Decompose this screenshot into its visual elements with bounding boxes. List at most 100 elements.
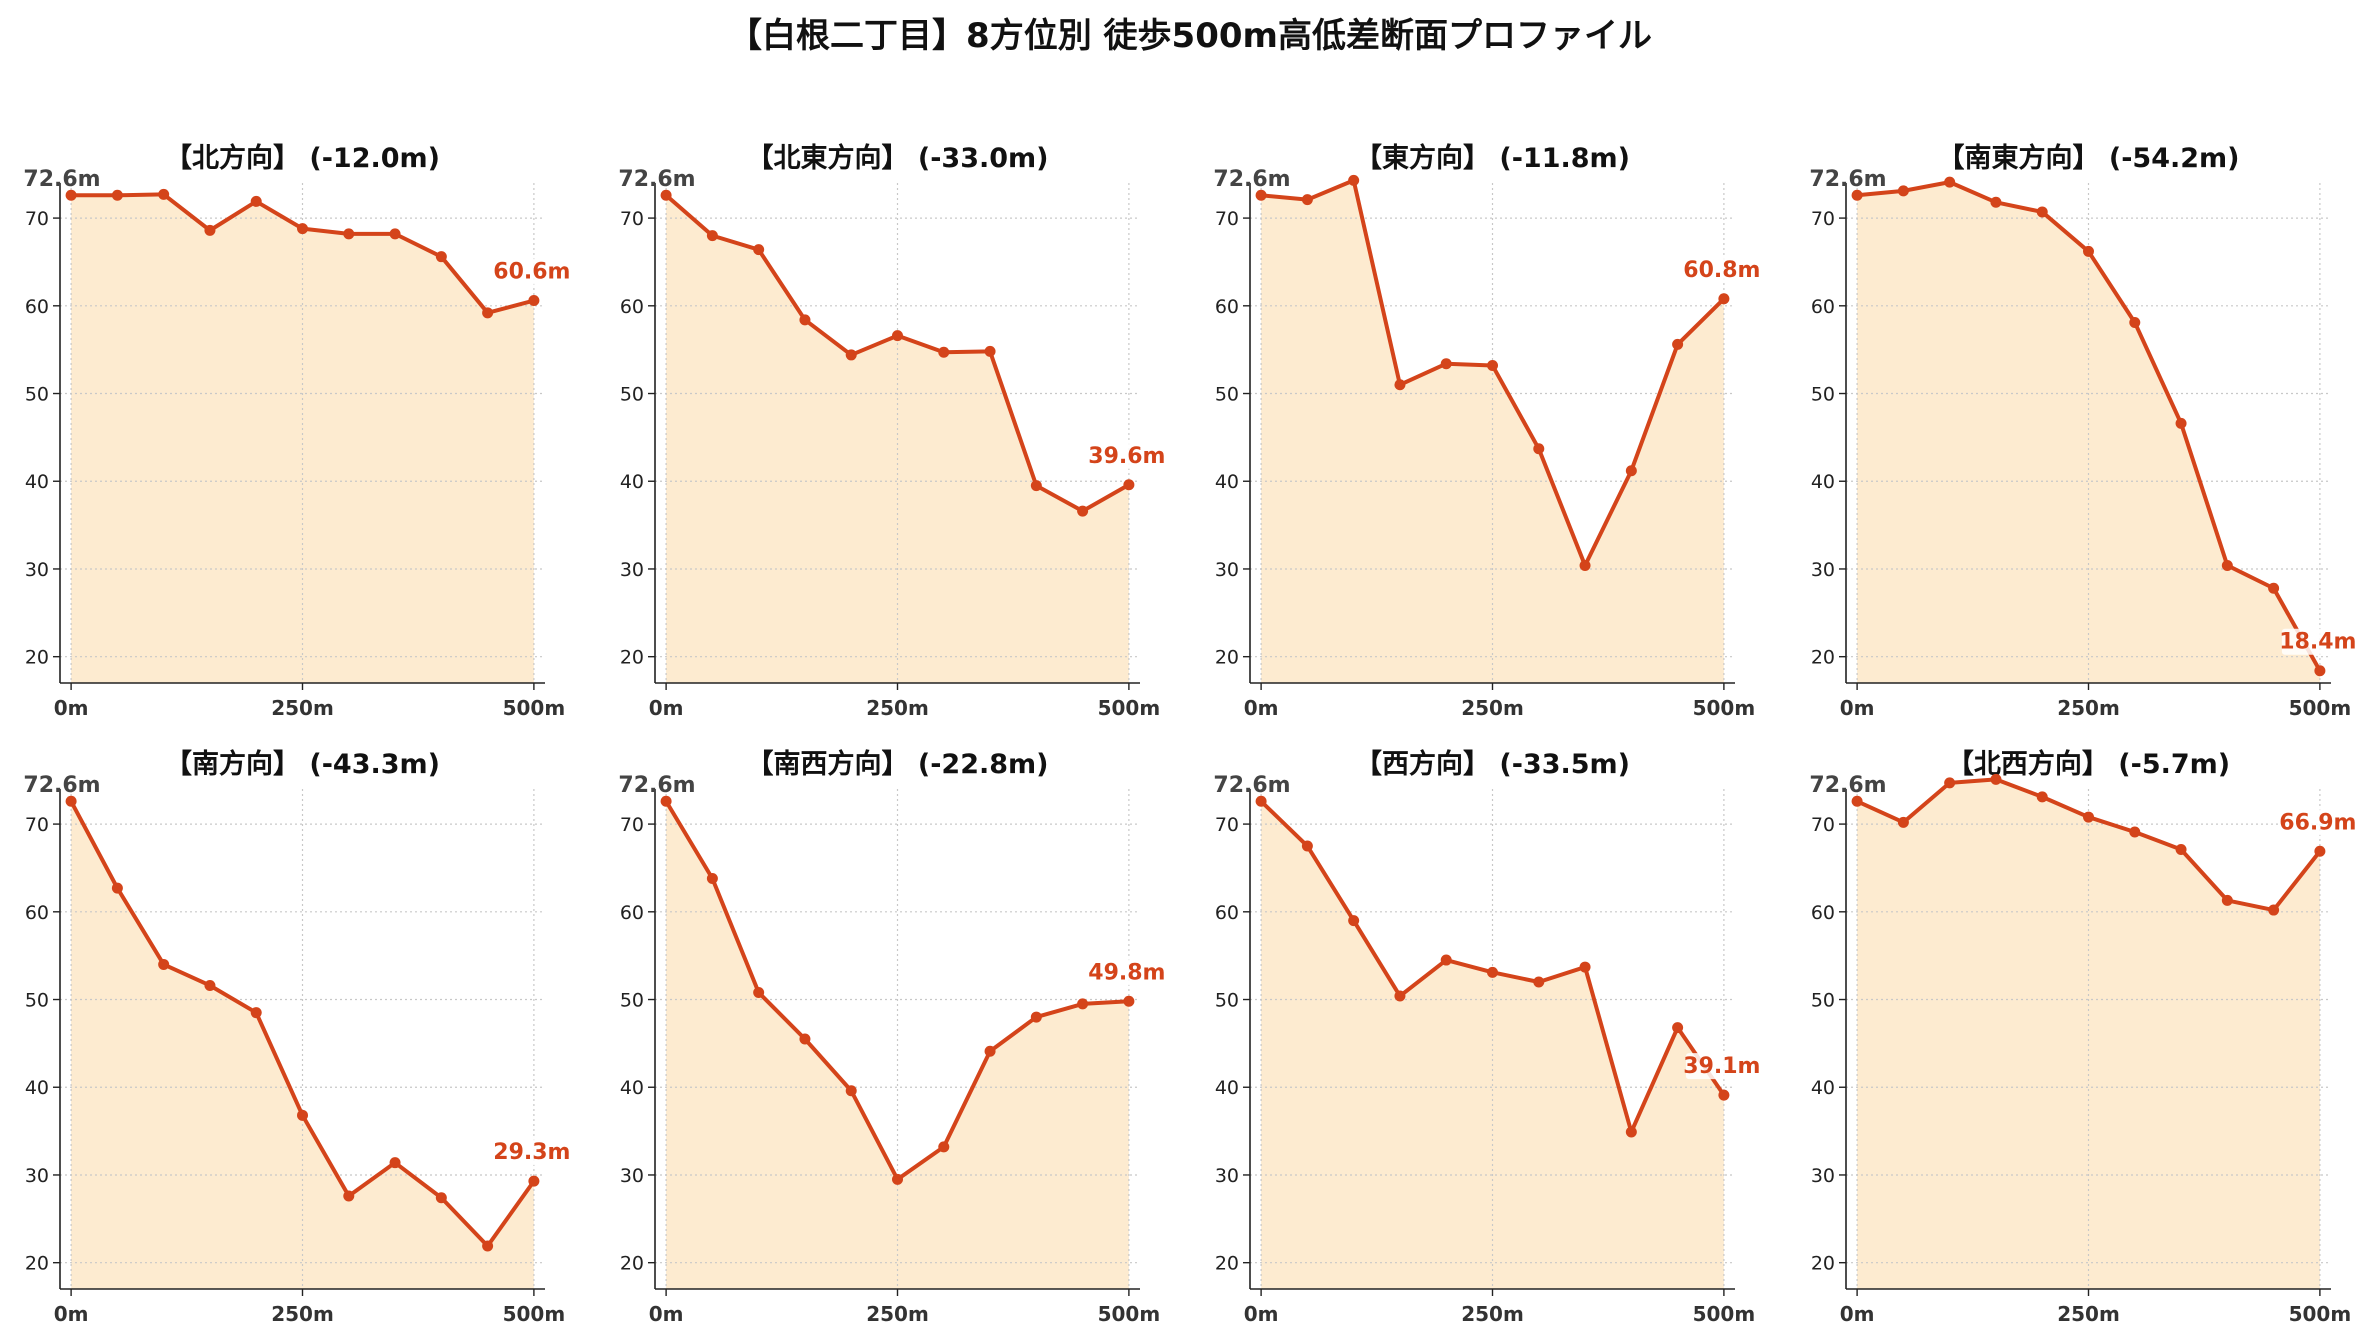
data-point [1625,465,1637,477]
elevation-area [1261,180,1724,684]
data-point [2175,417,2187,429]
x-tick-label: 250m [1461,696,1524,720]
data-point [1440,954,1452,966]
data-point [1990,773,2002,785]
profile-chart-6: 【南西方向】 (-22.8m) 20 30 40 50 60 70 0m 250m 500m 72.… [618,748,1165,1326]
x-tick-label: 0m [1840,696,1875,720]
y-tick-label: 40 [1811,471,1835,493]
y-tick-label: 30 [1215,1165,1239,1187]
data-point [984,1045,996,1057]
x-tick-label: 0m [1244,696,1279,720]
data-point [2129,826,2141,838]
y-tick-label: 20 [620,1253,644,1275]
end-elevation-label: 66.9m [2279,810,2356,835]
data-point [2314,845,2326,857]
start-elevation-label: 72.6m [1213,773,1290,798]
elevation-area [71,801,534,1289]
data-point [482,1240,494,1252]
data-point [1672,1022,1684,1034]
y-tick-label: 40 [620,1077,644,1099]
x-tick-label: 250m [271,1302,334,1326]
elevation-area [666,801,1129,1289]
x-tick-label: 250m [866,696,929,720]
end-label-backdrop [2281,628,2354,655]
data-point [1077,505,1089,517]
x-tick-label: 0m [1840,1302,1875,1326]
data-point [65,795,77,807]
data-point [297,1109,308,1121]
x-tick-label: 0m [649,1302,684,1326]
data-point [482,307,494,319]
chart-title: 【北方向】 (-12.0m) [165,142,440,174]
chart-title: 【南方向】 (-43.3m) [165,748,440,780]
y-tick-label: 20 [1811,647,1835,669]
data-point [2036,791,2048,803]
y-tick-label: 30 [1811,1165,1835,1187]
y-tick-label: 70 [25,814,49,836]
x-tick-label: 0m [1244,1302,1279,1326]
data-point [1851,795,1863,807]
y-tick-label: 50 [620,384,644,406]
end-elevation-label: 29.3m [493,1140,570,1165]
x-tick-label: 500m [503,696,566,720]
profile-chart-1: 【北方向】 (-12.0m) 20 30 40 50 60 70 0m 250m 500m 72.6… [23,142,570,720]
data-point [1394,379,1406,391]
data-point [204,979,216,991]
y-tick-label: 30 [1215,559,1239,581]
data-point [1077,998,1089,1010]
x-tick-label: 500m [503,1302,566,1326]
data-point [2129,316,2141,328]
x-tick-label: 250m [271,696,334,720]
end-elevation-label: 49.8m [1088,960,1165,985]
end-label-backdrop [1090,442,1163,469]
data-point [1030,480,1042,492]
data-point [1348,174,1360,186]
y-tick-label: 50 [25,384,49,406]
data-point [1255,795,1267,807]
data-point [2268,904,2280,916]
data-point [799,1033,811,1045]
end-label-backdrop [495,1139,568,1166]
y-tick-label: 50 [1215,384,1239,406]
profile-chart-5: 【南方向】 (-43.3m) 20 30 40 50 60 70 0m 250m 500m 72.6… [23,748,570,1326]
data-point [938,1141,950,1153]
y-tick-label: 70 [1811,208,1835,230]
data-point [1944,777,1956,789]
start-elevation-label: 72.6m [1809,773,1886,798]
y-tick-label: 50 [1811,990,1835,1012]
y-tick-label: 50 [620,990,644,1012]
end-label-backdrop [495,258,568,285]
data-point [1348,915,1360,927]
chart-title: 【西方向】 (-33.5m) [1355,748,1630,780]
y-tick-label: 70 [1811,814,1835,836]
x-tick-label: 0m [54,696,89,720]
x-tick-label: 0m [54,1302,89,1326]
data-point [1440,358,1452,370]
data-point [1255,189,1267,201]
y-tick-label: 50 [1811,384,1835,406]
data-point [799,314,811,326]
data-point [706,230,718,242]
x-tick-label: 250m [2057,696,2120,720]
data-point [1579,961,1591,973]
x-tick-label: 500m [1098,1302,1161,1326]
y-tick-label: 40 [25,1077,49,1099]
y-tick-label: 70 [620,814,644,836]
data-point [343,1190,355,1202]
data-point [528,1175,540,1187]
data-point [845,349,857,361]
data-point [1301,840,1313,852]
data-point [1533,443,1545,455]
data-point [660,189,672,201]
y-tick-label: 30 [620,559,644,581]
y-tick-label: 20 [1215,1253,1239,1275]
data-point [1990,196,2002,208]
y-tick-label: 50 [1215,990,1239,1012]
y-tick-label: 30 [620,1165,644,1187]
y-tick-label: 40 [620,471,644,493]
y-tick-label: 20 [25,1253,49,1275]
data-point [2314,665,2326,677]
start-elevation-label: 72.6m [618,773,695,798]
y-tick-label: 20 [620,647,644,669]
